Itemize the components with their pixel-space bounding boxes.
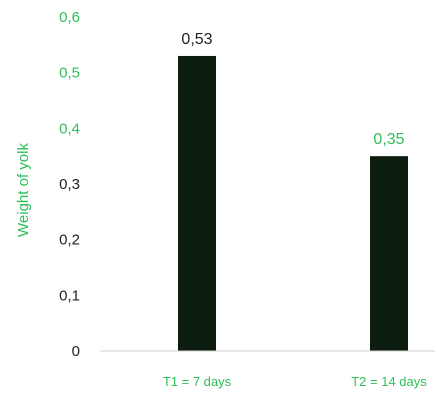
data-label: 0,35 xyxy=(373,131,404,148)
y-axis-ticks: 0 0,1 0,2 0,3 0,4 0,5 0,6 xyxy=(59,9,80,360)
y-axis-title: Weight of yolk xyxy=(15,143,32,237)
bars-group xyxy=(178,55,408,351)
x-category-label: T1 = 7 days xyxy=(163,374,232,389)
y-tick-label: 0 xyxy=(72,343,80,360)
x-axis-labels: T1 = 7 days T2 = 14 days xyxy=(163,374,427,389)
bar xyxy=(370,156,408,351)
y-tick-label: 0,4 xyxy=(59,120,80,137)
y-tick-label: 0,6 xyxy=(59,9,80,26)
data-label: 0,53 xyxy=(181,31,212,48)
y-tick-label: 0,3 xyxy=(59,176,80,193)
y-tick-label: 0,5 xyxy=(59,65,80,82)
data-labels-group: 0,53 0,35 xyxy=(181,31,404,148)
y-tick-label: 0,2 xyxy=(59,232,80,249)
x-category-label: T2 = 14 days xyxy=(351,374,427,389)
bar xyxy=(178,55,216,351)
y-tick-label: 0,1 xyxy=(59,287,80,304)
